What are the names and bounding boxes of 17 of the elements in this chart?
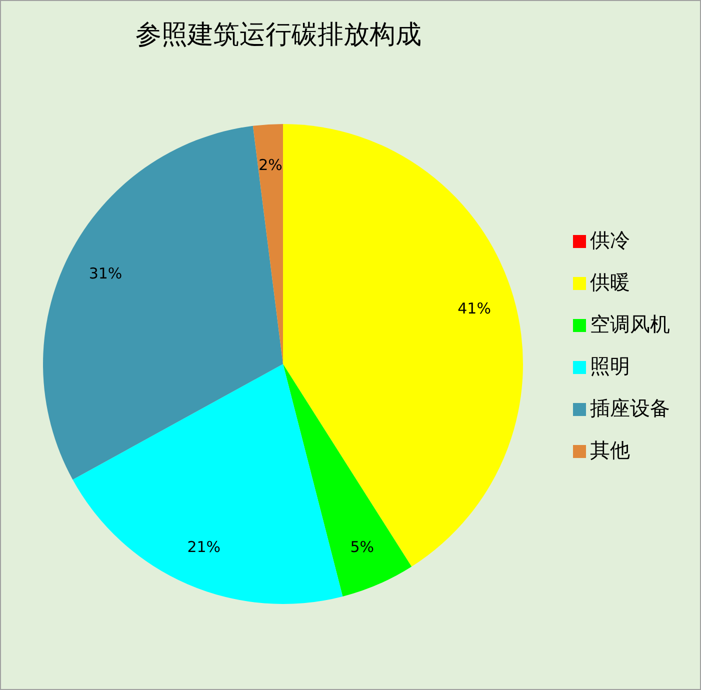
legend-label: 供暖: [590, 270, 630, 294]
data-label: 41%: [458, 299, 491, 318]
pie-slice: [283, 364, 412, 596]
pie-slice: [72, 364, 343, 604]
chart-title: 参照建筑运行碳排放构成: [134, 19, 422, 52]
legend-label: 插座设备: [590, 396, 670, 420]
pie-slice: [283, 124, 523, 567]
legend-label: 空调风机: [590, 312, 670, 336]
legend-label: 照明: [590, 354, 630, 378]
pie-slice: [43, 126, 283, 480]
legend-label: 其他: [590, 438, 630, 462]
data-label: 21%: [187, 538, 221, 556]
pie-slice: [252, 124, 283, 364]
legend-label: 供冷: [590, 228, 630, 252]
data-label: 2%: [258, 156, 282, 174]
data-label: 31%: [88, 264, 122, 283]
data-label: 5%: [350, 538, 374, 556]
